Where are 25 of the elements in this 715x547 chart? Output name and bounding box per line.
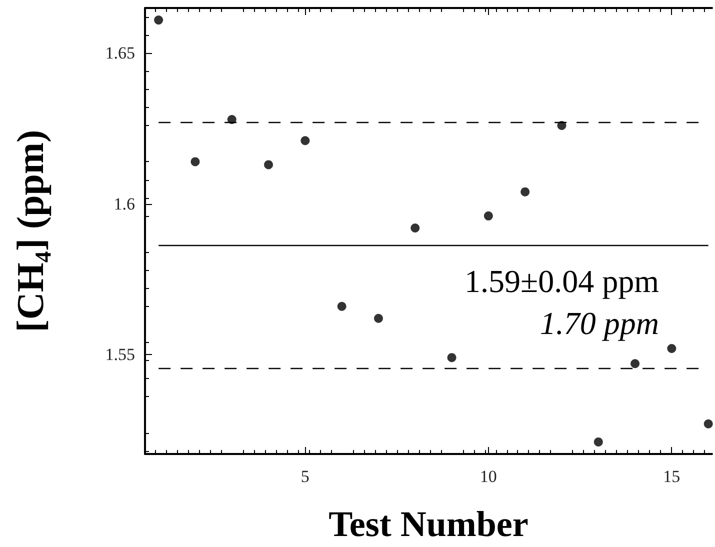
point (227, 115, 236, 124)
point (520, 187, 530, 196)
x-tick-label: 15 (663, 467, 680, 486)
y-axis-title: [CH₄] (ppm) (10, 130, 52, 332)
point (630, 359, 640, 368)
point (154, 16, 164, 25)
annotation: 1.70 ppm (540, 305, 659, 341)
point (704, 419, 713, 428)
point (447, 353, 456, 362)
x-tick-label: 5 (300, 467, 310, 486)
point (374, 314, 383, 323)
point (594, 437, 603, 446)
y-tick-label: 1.65 (105, 44, 135, 63)
y-tick-label: 1.55 (105, 345, 135, 364)
point (190, 157, 200, 166)
x-tick-label: 10 (480, 467, 497, 486)
annotation: 1.59±0.04 ppm (464, 263, 660, 299)
y-tick-label: 1.6 (114, 194, 135, 214)
point (484, 211, 493, 220)
point (337, 302, 346, 311)
point (300, 136, 310, 146)
point (264, 160, 274, 170)
x-axis-title: Test Number (328, 504, 528, 544)
point (410, 223, 420, 232)
point (667, 344, 676, 354)
